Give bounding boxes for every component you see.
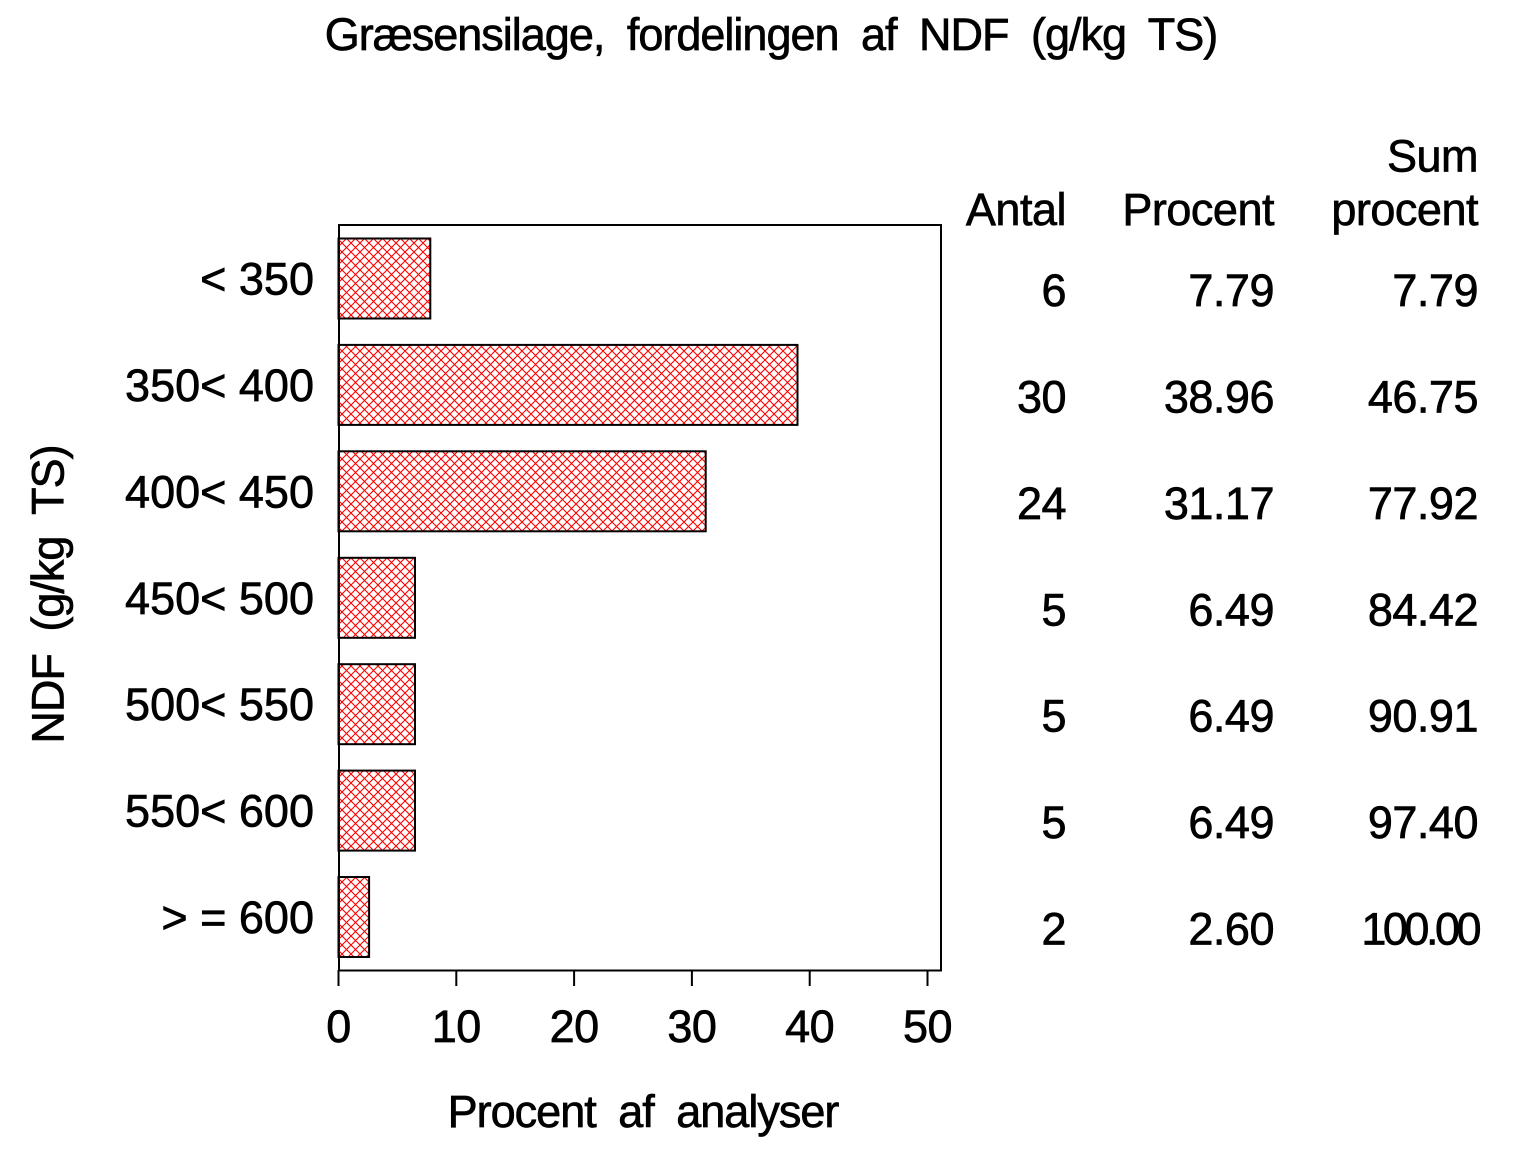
svg-text:77.92: 77.92	[1368, 478, 1478, 529]
svg-text:0: 0	[326, 1001, 351, 1052]
svg-text:Procent af analyser: Procent af analyser	[448, 1086, 840, 1137]
svg-text:2: 2	[1041, 904, 1066, 955]
svg-text:500< 550: 500< 550	[125, 679, 314, 730]
svg-text:10: 10	[432, 1001, 481, 1052]
svg-text:5: 5	[1041, 584, 1066, 635]
svg-text:400< 450: 400< 450	[125, 466, 314, 517]
svg-text:Procent: Procent	[1122, 184, 1275, 235]
svg-text:6.49: 6.49	[1188, 691, 1274, 742]
svg-text:NDF (g/kg TS): NDF (g/kg TS)	[23, 445, 74, 743]
svg-text:5: 5	[1041, 797, 1066, 848]
svg-text:5: 5	[1041, 691, 1066, 742]
svg-text:6.49: 6.49	[1188, 797, 1274, 848]
svg-text:> = 600: > = 600	[161, 892, 314, 943]
svg-text:90.91: 90.91	[1368, 691, 1478, 742]
svg-text:31.17: 31.17	[1164, 478, 1274, 529]
svg-text:6.49: 6.49	[1188, 584, 1274, 635]
svg-text:30: 30	[667, 1001, 716, 1052]
svg-text:6: 6	[1041, 265, 1066, 316]
svg-text:40: 40	[785, 1001, 834, 1052]
svg-text:20: 20	[550, 1001, 599, 1052]
svg-text:50: 50	[903, 1001, 952, 1052]
svg-text:2.60: 2.60	[1188, 904, 1274, 955]
svg-text:procent: procent	[1331, 184, 1479, 235]
svg-text:< 350: < 350	[200, 254, 314, 305]
svg-text:7.79: 7.79	[1392, 265, 1478, 316]
svg-text:450< 500: 450< 500	[125, 573, 314, 624]
svg-text:30: 30	[1017, 371, 1066, 422]
svg-text:100.00: 100.00	[1361, 904, 1480, 955]
svg-text:Antal: Antal	[966, 184, 1066, 235]
svg-text:97.40: 97.40	[1368, 797, 1478, 848]
svg-text:7.79: 7.79	[1188, 265, 1274, 316]
svg-text:550< 600: 550< 600	[125, 786, 314, 837]
svg-text:350< 400: 350< 400	[125, 360, 314, 411]
svg-text:24: 24	[1017, 478, 1066, 529]
svg-text:Sum: Sum	[1387, 131, 1478, 182]
svg-text:46.75: 46.75	[1368, 371, 1478, 422]
svg-text:84.42: 84.42	[1368, 584, 1478, 635]
svg-text:38.96: 38.96	[1164, 371, 1274, 422]
svg-text:Græsensilage, fordelingen af N: Græsensilage, fordelingen af NDF (g/kg T…	[325, 9, 1218, 60]
